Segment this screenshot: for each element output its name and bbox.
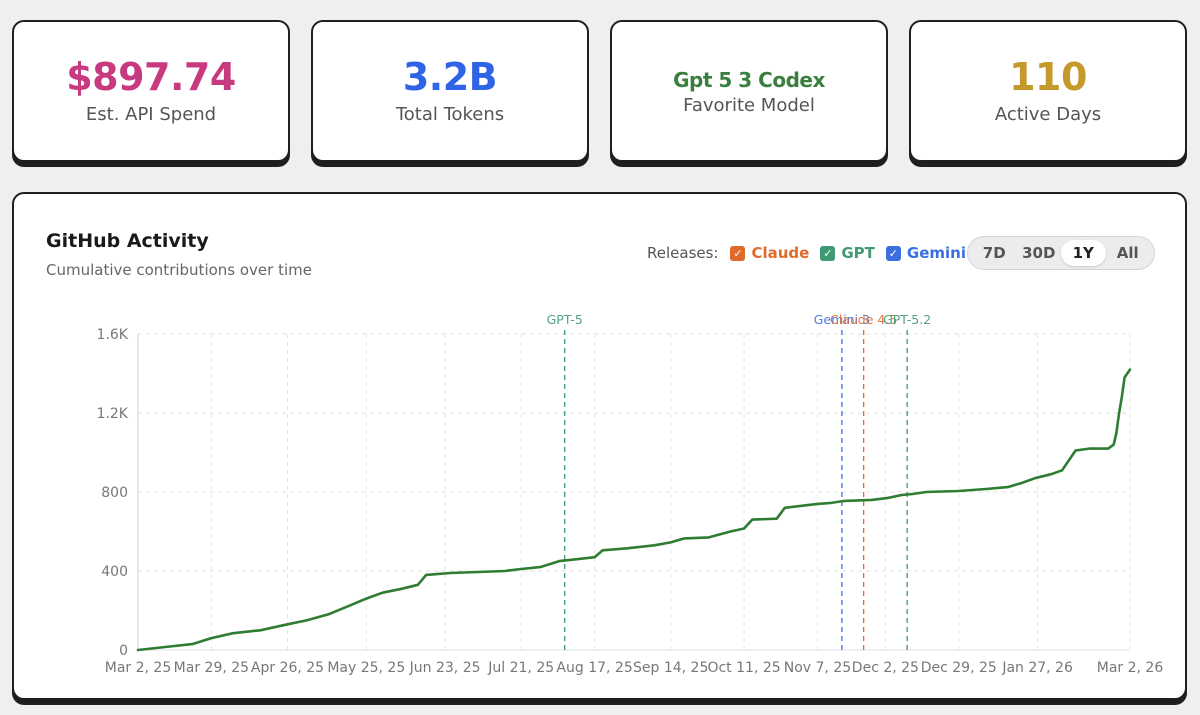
api-spend-value: $897.74 (66, 54, 236, 99)
gpt-checkbox[interactable]: ✓ (820, 245, 836, 261)
x-tick-label: Jul 21, 25 (487, 660, 554, 676)
x-tick-label: Sep 14, 25 (633, 660, 708, 676)
y-tick-label: 1.2K (97, 406, 129, 422)
x-tick-label: Mar 29, 25 (174, 660, 249, 676)
y-tick-label: 400 (101, 564, 128, 580)
gemini-checkbox[interactable]: ✓ (885, 245, 901, 261)
range-7d-button[interactable]: 7D (982, 244, 1006, 262)
chart-title: GitHub Activity (46, 230, 209, 252)
stat-card-active-days: 110 Active Days (909, 20, 1187, 162)
favorite-model-value: Gpt 5 3 Codex (673, 67, 825, 92)
range-1y-button[interactable]: 1Y (1061, 240, 1106, 266)
gemini-toggle-label: Gemini (906, 244, 966, 262)
range-all-button[interactable]: All (1116, 244, 1139, 262)
api-spend-label: Est. API Spend (85, 104, 217, 126)
release-filters: Releases: ✓ Claude ✓ GPT ✓ Gemini (647, 244, 977, 262)
stat-card-api-spend: $897.74 Est. API Spend (12, 20, 290, 162)
x-tick-label: Nov 7, 25 (784, 660, 851, 676)
stat-card-favorite-model: Gpt 5 3 Codex Favorite Model (610, 20, 888, 162)
gpt-toggle-label: GPT (841, 244, 875, 262)
y-tick-label: 800 (101, 485, 128, 501)
release-marker-label: Claude 4.5 (830, 312, 897, 327)
active-days-label: Active Days (994, 104, 1102, 126)
chart-subtitle: Cumulative contributions over time (46, 261, 312, 279)
activity-chart: 0 400 800 1.2K 1.6K Mar 2, 25 Mar 29, 25 Apr 26… (97, 312, 1164, 676)
release-marker-label: GPT-5 (547, 312, 583, 327)
release-marker-label: GPT-5.2 (883, 312, 931, 327)
total-tokens-value: 3.2B (402, 54, 498, 99)
x-tick-label: Oct 11, 25 (707, 660, 780, 676)
stat-card-total-tokens: 3.2B Total Tokens (311, 20, 589, 162)
contributions-line (136, 368, 1132, 652)
release-toggle-gpt[interactable]: ✓ GPT (820, 244, 875, 262)
x-tick-label: Jun 23, 25 (409, 660, 481, 676)
x-tick-label: Dec 29, 25 (921, 660, 997, 676)
active-days-value: 110 (1009, 54, 1087, 99)
x-tick-label: Jan 27, 26 (1001, 660, 1073, 676)
y-tick-label: 0 (119, 643, 128, 659)
x-tick-label: Mar 2, 26 (1097, 660, 1164, 676)
x-tick-label: Mar 2, 25 (105, 660, 172, 676)
release-marker-label: Gemini 3 (814, 312, 870, 327)
releases-label: Releases: (647, 244, 719, 262)
y-tick-label: 1.6K (97, 327, 129, 343)
github-activity-card: GitHub Activity Cumulative contributions… (12, 192, 1187, 700)
time-range-toggle: 7D 30D 1Y All (967, 236, 1155, 270)
claude-checkbox[interactable]: ✓ (730, 245, 746, 261)
claude-toggle-label: Claude (751, 244, 810, 262)
release-toggle-gemini[interactable]: ✓ Gemini (885, 244, 966, 262)
x-tick-label: Aug 17, 25 (556, 660, 632, 676)
range-30d-button[interactable]: 30D (1022, 244, 1056, 262)
x-tick-label: Apr 26, 25 (251, 660, 324, 676)
x-tick-label: Dec 2, 25 (852, 660, 919, 676)
total-tokens-label: Total Tokens (395, 104, 505, 126)
x-tick-label: May 25, 25 (327, 660, 405, 676)
favorite-model-label: Favorite Model (683, 94, 815, 116)
release-toggle-claude[interactable]: ✓ Claude (730, 244, 809, 262)
